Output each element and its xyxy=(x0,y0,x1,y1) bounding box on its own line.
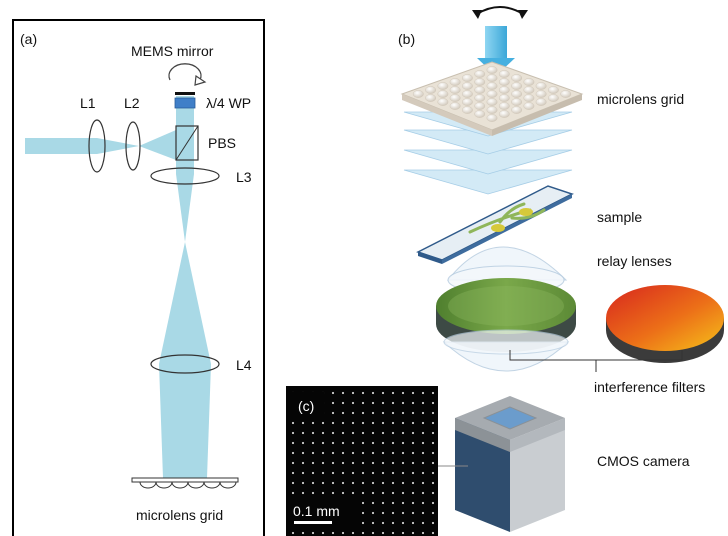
microlens-bump xyxy=(548,86,559,94)
microlens-bump xyxy=(437,90,449,98)
microlens-grid-label-b: microlens grid xyxy=(597,91,684,107)
microlens-bump xyxy=(548,94,559,102)
rotation-arrow-icon xyxy=(168,63,202,81)
microlens-bump xyxy=(535,98,547,106)
microlens-bump xyxy=(425,94,436,102)
microlens-bump xyxy=(523,78,535,86)
lens-l2-label: L2 xyxy=(124,95,140,111)
laser-beam xyxy=(25,96,211,478)
microlens-bump xyxy=(474,78,486,86)
microlens-bump xyxy=(474,94,486,102)
panel-a: (a) MEMS mirror λ/4 WP PBS L1 L2 xyxy=(12,19,265,536)
microlens-bump xyxy=(437,82,449,90)
microlens-bump xyxy=(498,78,510,86)
panel-a-label: (a) xyxy=(20,31,37,47)
cmos-camera-label: CMOS camera xyxy=(597,453,690,469)
microlens-bump xyxy=(560,90,572,98)
cmos-camera xyxy=(455,396,565,532)
microlens-bump xyxy=(412,90,424,98)
microlens-bump xyxy=(449,102,461,110)
panel-c-label: (c) xyxy=(298,398,314,414)
interference-filters-label: interference filters xyxy=(594,379,705,395)
microlens-bump xyxy=(461,90,473,98)
microlens-bump xyxy=(535,90,547,98)
microlens-bump xyxy=(498,102,510,110)
lens-l4-label: L4 xyxy=(236,357,252,373)
lens-l3 xyxy=(150,167,220,185)
microlens-bump xyxy=(461,98,473,106)
interference-filter-orange xyxy=(606,285,724,363)
panel-a-frame xyxy=(12,19,265,536)
panel-b-label: (b) xyxy=(398,31,415,47)
lens-l1-label: L1 xyxy=(80,95,96,111)
microlens-bump xyxy=(486,82,498,90)
microlens-bump xyxy=(474,102,486,110)
microlens-bump xyxy=(461,82,473,90)
lens-l4 xyxy=(150,354,220,374)
microlens-bump xyxy=(474,70,486,78)
microlens-bump xyxy=(511,90,522,98)
microlens-bump xyxy=(486,74,498,82)
scale-bar-label: 0.1 mm xyxy=(293,503,340,519)
microlens-bump xyxy=(523,86,535,94)
pbs-cube xyxy=(175,125,199,161)
microlens-bump xyxy=(486,114,498,122)
microlens-bump xyxy=(511,98,522,106)
microlens-bump xyxy=(425,86,436,94)
microlens-bump xyxy=(449,86,461,94)
microlens-bump xyxy=(498,94,510,102)
microlens-bump xyxy=(486,98,498,106)
microlens-bump xyxy=(449,78,461,86)
relay-lenses-label: relay lenses xyxy=(597,253,672,269)
microlens-grid-3d xyxy=(400,61,584,136)
microlens-bump xyxy=(461,106,473,114)
microlens-bump xyxy=(437,98,449,106)
microlens-bump xyxy=(511,82,522,90)
microlens-bump xyxy=(498,86,510,94)
sample-slide xyxy=(416,185,574,264)
mems-mirror-label: MEMS mirror xyxy=(131,43,214,59)
microlens-bump xyxy=(523,102,535,110)
waveplate xyxy=(174,97,196,109)
microlens-bump xyxy=(486,90,498,98)
panel-b: (b) microlens grid xyxy=(398,6,724,532)
panel-c: (c) 0.1 mm xyxy=(286,386,438,536)
microlens-bump xyxy=(474,110,486,118)
lens-l1 xyxy=(88,119,106,173)
microlens-bump xyxy=(461,74,473,82)
microlens-bump xyxy=(535,82,547,90)
microlens-bump xyxy=(449,94,461,102)
microlens-bump xyxy=(474,86,486,94)
scale-bar xyxy=(294,521,332,524)
microlens-bump xyxy=(486,106,498,114)
rotation-arrowhead-icon xyxy=(194,74,207,86)
lens-l2 xyxy=(125,121,141,171)
microlens-bump xyxy=(511,106,522,114)
mems-mirror xyxy=(175,92,195,95)
microlens-bump xyxy=(498,70,510,78)
lens-l3-label: L3 xyxy=(236,169,252,185)
microlens-grid-label-a: microlens grid xyxy=(136,507,223,523)
microlens-bump xyxy=(511,74,522,82)
scan-arrow-icon xyxy=(476,6,524,15)
pbs-label: PBS xyxy=(208,135,236,151)
microlens-bump xyxy=(486,66,498,74)
sample-label: sample xyxy=(597,209,642,225)
microlens-bump xyxy=(498,110,510,118)
microlens-grid-side xyxy=(131,477,239,489)
microlens-bump xyxy=(523,94,535,102)
waveplate-label: λ/4 WP xyxy=(206,95,251,111)
